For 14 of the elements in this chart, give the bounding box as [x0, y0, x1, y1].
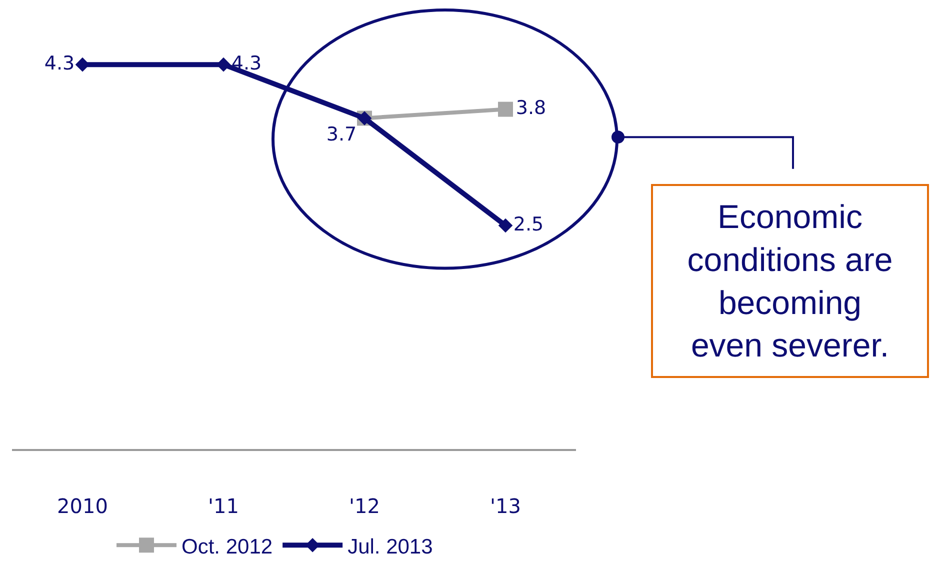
x-tick-label: '13: [490, 494, 521, 518]
text: Economic conditions are becoming even severer.: [687, 198, 893, 364]
point: [498, 218, 513, 233]
x-tick-label: '11: [208, 494, 239, 518]
data-label: 4.3: [231, 52, 262, 74]
x-tick-label: 2010: [57, 494, 108, 518]
x-tick-label: '12: [349, 494, 380, 518]
point: [498, 102, 513, 117]
data-label: 3.8: [516, 97, 546, 120]
data-label: 2.5: [513, 213, 544, 236]
data-label: 3.7: [326, 123, 357, 146]
legend-label: Jul. 2013: [348, 535, 433, 558]
legend-label: Oct. 2012: [182, 535, 273, 558]
data-label: 4.3: [44, 52, 75, 74]
